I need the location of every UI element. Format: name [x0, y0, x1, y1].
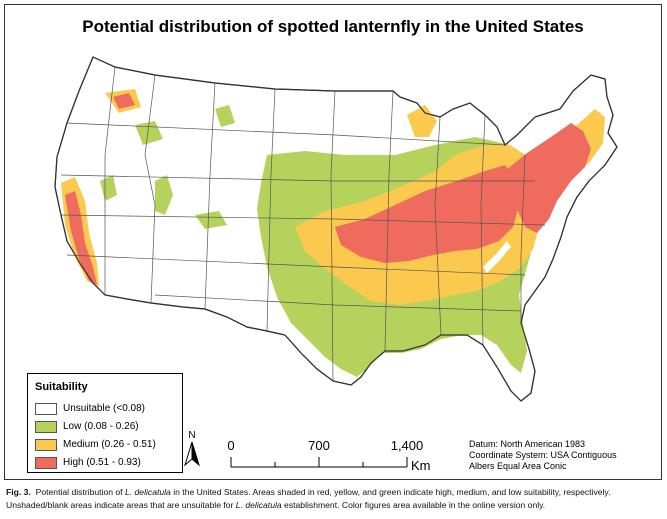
scale-unit: Km	[411, 458, 431, 473]
legend-swatch-low	[35, 420, 57, 433]
legend-swatch-unsuitable	[35, 402, 57, 415]
scale-tick-label: 1,400	[391, 438, 424, 453]
legend-title: Suitability	[35, 381, 88, 393]
legend-item-low: Low (0.08 - 0.26)	[35, 419, 176, 434]
legend-label: Medium (0.26 - 0.51)	[63, 439, 156, 450]
region-high-california	[65, 191, 97, 285]
scale-tick-label: 700	[308, 438, 330, 453]
legend-item-high: High (0.51 - 0.93)	[35, 455, 176, 470]
us-outline-stroke	[54, 56, 618, 402]
datum-info: Datum: North American 1983 Coordinate Sy…	[469, 439, 617, 472]
region-medium-michigan	[407, 105, 437, 137]
legend-label: Unsuitable (<0.08)	[63, 403, 145, 414]
caption-fig-label: Fig. 3.	[6, 487, 31, 497]
map-title: Potential distribution of spotted lanter…	[82, 17, 584, 36]
region-low-west-4	[100, 175, 117, 201]
scale-tick-label: 0	[227, 438, 234, 453]
caption-text: establishment. Color figures area availa…	[281, 500, 546, 510]
region-unsuitable-appalachia	[483, 241, 511, 273]
datum-line: Datum: North American 1983	[469, 439, 586, 449]
datum-line: Coordinate System: USA Contiguous	[469, 450, 617, 460]
region-high-midwest	[335, 165, 519, 263]
region-low-west-2	[195, 211, 227, 229]
legend-label: Low (0.08 - 0.26)	[63, 421, 139, 432]
caption-line-1: Fig. 3. Potential distribution of L. del…	[6, 486, 662, 499]
region-high-northeast	[505, 123, 591, 233]
caption-text: in the United States. Areas shaded in re…	[170, 487, 611, 497]
caption-line-2: Unshaded/blank areas indicate areas that…	[6, 499, 662, 512]
legend-item-medium: Medium (0.26 - 0.51)	[35, 437, 176, 452]
legend-swatch-high	[35, 456, 57, 469]
state-borders	[60, 66, 546, 382]
caption-text: Potential distribution of	[35, 487, 125, 497]
datum-line: Albers Equal Area Conic	[469, 461, 567, 471]
us-suitability-map	[54, 56, 618, 402]
caption-species: L. delicatula	[235, 500, 282, 510]
north-label: N	[188, 430, 195, 441]
scale-bar: 0 700 1,400 Km	[227, 438, 431, 473]
legend-item-unsuitable: Unsuitable (<0.08)	[35, 401, 176, 416]
legend-swatch-medium	[35, 438, 57, 451]
map-figure: Potential distribution of spotted lanter…	[4, 4, 662, 480]
region-high-oregon	[113, 93, 135, 109]
region-low-west-5	[215, 105, 235, 127]
figure-caption: Fig. 3. Potential distribution of L. del…	[6, 486, 662, 512]
region-low-west-1	[155, 175, 173, 215]
caption-text: Unshaded/blank areas indicate areas that…	[6, 500, 236, 510]
legend: Suitability Unsuitable (<0.08) Low (0.08…	[27, 373, 183, 473]
legend-label: High (0.51 - 0.93)	[63, 457, 141, 468]
caption-species: L. delicatula	[124, 487, 171, 497]
north-arrow-icon: N	[184, 430, 200, 467]
